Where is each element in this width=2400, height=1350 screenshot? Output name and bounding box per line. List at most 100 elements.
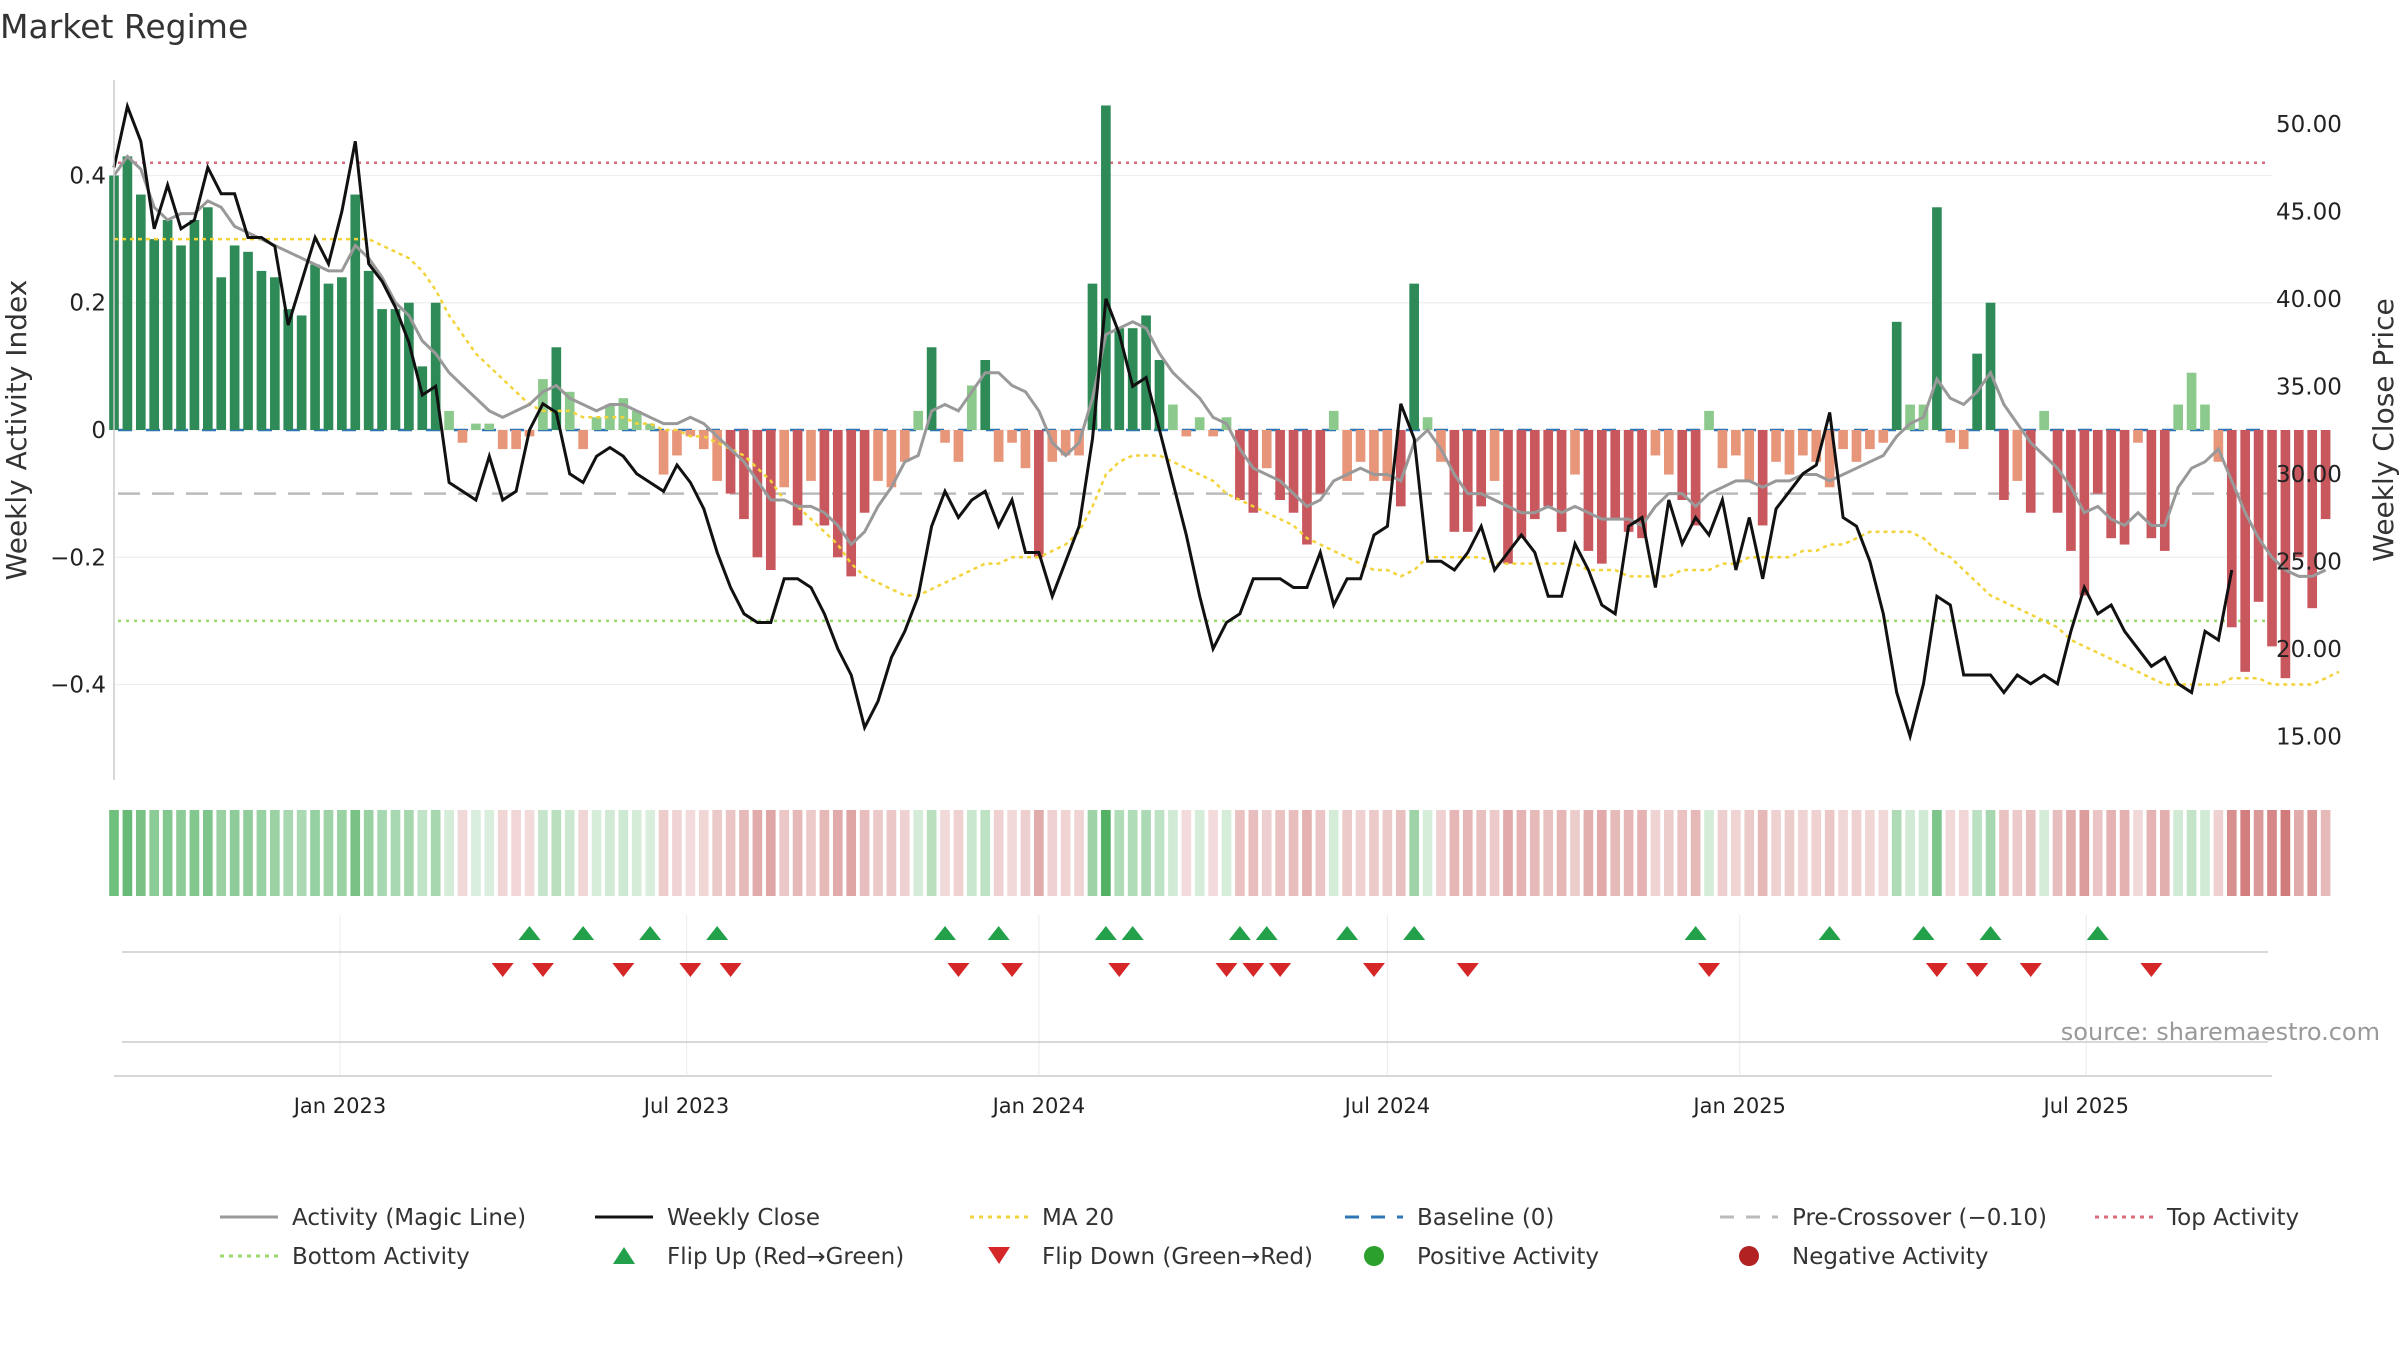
flip-down-marker: [531, 963, 554, 977]
regime-cell: [1744, 810, 1755, 896]
flip-down-marker: [1215, 963, 1238, 977]
activity-bar: [1235, 430, 1245, 500]
activity-bar: [1181, 430, 1192, 437]
flip-down-marker: [1698, 963, 1721, 977]
flip-up-marker: [639, 926, 662, 940]
activity-bar: [2213, 430, 2224, 462]
regime-cell: [832, 810, 843, 896]
activity-bar: [1342, 430, 1352, 481]
flip-down-marker: [1925, 963, 1948, 977]
regime-cell: [886, 810, 897, 896]
regime-cell: [2226, 810, 2237, 896]
flip-down-marker: [1269, 963, 1292, 977]
y-tick-label: −0.2: [50, 545, 106, 571]
activity-bar: [511, 430, 521, 450]
regime-cell: [109, 810, 119, 896]
regime-cell: [1020, 810, 1031, 896]
activity-bar: [229, 245, 240, 430]
regime-cell: [967, 810, 977, 896]
regime-cell: [2119, 810, 2130, 896]
activity-bar: [1583, 430, 1594, 551]
regime-cell: [953, 810, 964, 896]
x-tick-label: Jul 2023: [642, 1094, 729, 1118]
activity-bar: [457, 430, 468, 443]
regime-cell: [511, 810, 521, 896]
activity-bar: [1436, 430, 1446, 462]
activity-bar: [430, 302, 441, 430]
flip-up-marker: [518, 926, 541, 940]
activity-bar: [672, 430, 682, 456]
activity-bar: [1905, 404, 1915, 430]
activity-bar: [1771, 430, 1781, 462]
activity-bar: [149, 239, 160, 430]
regime-cell: [1342, 810, 1352, 896]
activity-bar: [1194, 417, 1205, 430]
regime-cell: [1034, 810, 1044, 896]
regime-cell: [1436, 810, 1446, 896]
activity-bar: [296, 315, 307, 430]
regime-cell: [1985, 810, 1996, 896]
activity-bar: [980, 360, 991, 430]
regime-cell: [1261, 810, 1272, 896]
activity-bar: [779, 430, 790, 488]
activity-bar: [698, 430, 709, 450]
activity-bars: [109, 105, 2331, 679]
activity-bar: [1275, 430, 1285, 500]
activity-bar: [122, 156, 133, 430]
regime-cell: [2320, 810, 2331, 896]
regime-cell: [149, 810, 160, 896]
y2-tick-label: 40.00: [2276, 287, 2342, 313]
regime-cell: [1315, 810, 1326, 896]
regime-cell: [538, 810, 548, 896]
flip-down-marker: [719, 963, 742, 977]
flip-down-marker: [2140, 963, 2163, 977]
legend-label: Activity (Magic Line): [292, 1205, 526, 1231]
regime-cell: [1583, 810, 1594, 896]
regime-cell: [2025, 810, 2036, 896]
regime-cell: [1208, 810, 1218, 896]
flip-down-marker: [2019, 963, 2042, 977]
regime-cell: [1087, 810, 1098, 896]
activity-bar: [1556, 430, 1567, 532]
regime-cell: [1905, 810, 1915, 896]
activity-bar: [819, 430, 830, 526]
regime-cell: [618, 810, 629, 896]
regime-cell: [176, 810, 186, 896]
regime-cell: [792, 810, 803, 896]
activity-bar: [1489, 430, 1500, 481]
legend: Activity (Magic Line) Weekly Close MA 20 Ba…: [220, 1205, 2299, 1270]
regime-cell: [2173, 810, 2183, 896]
regime-cell: [1194, 810, 1205, 896]
regime-cell: [256, 810, 267, 896]
legend-label: Weekly Close: [667, 1205, 820, 1231]
x-tick-label: Jan 2024: [991, 1094, 1086, 1118]
regime-cell: [1127, 810, 1138, 896]
y2-tick-label: 15.00: [2276, 724, 2342, 750]
regime-cell: [940, 810, 950, 896]
activity-bar: [1020, 430, 1031, 469]
flip-down-marker: [1456, 963, 1479, 977]
activity-bar: [1677, 430, 1688, 500]
regime-cell: [296, 810, 307, 896]
regime-cell: [631, 810, 642, 896]
regime-cell: [605, 810, 615, 896]
activity-bar: [846, 430, 857, 577]
regime-cell: [1047, 810, 1058, 896]
activity-bar: [578, 430, 588, 450]
regime-cell: [1114, 810, 1125, 896]
activity-bar: [2293, 430, 2304, 558]
series-lines: [112, 101, 2340, 742]
ma20-line: [114, 237, 2340, 686]
activity-bar: [1878, 430, 1889, 443]
regime-cell: [457, 810, 468, 896]
regime-cell: [1489, 810, 1500, 896]
regime-cell: [779, 810, 790, 896]
regime-cell: [1610, 810, 1621, 896]
legend-dot: [1364, 1246, 1384, 1266]
regime-cell: [819, 810, 830, 896]
activity-bar: [1395, 430, 1406, 507]
activity-bar: [1382, 430, 1393, 481]
regime-cell: [444, 810, 454, 896]
activity-bar: [2307, 430, 2318, 609]
activity-bar: [1999, 430, 2009, 500]
